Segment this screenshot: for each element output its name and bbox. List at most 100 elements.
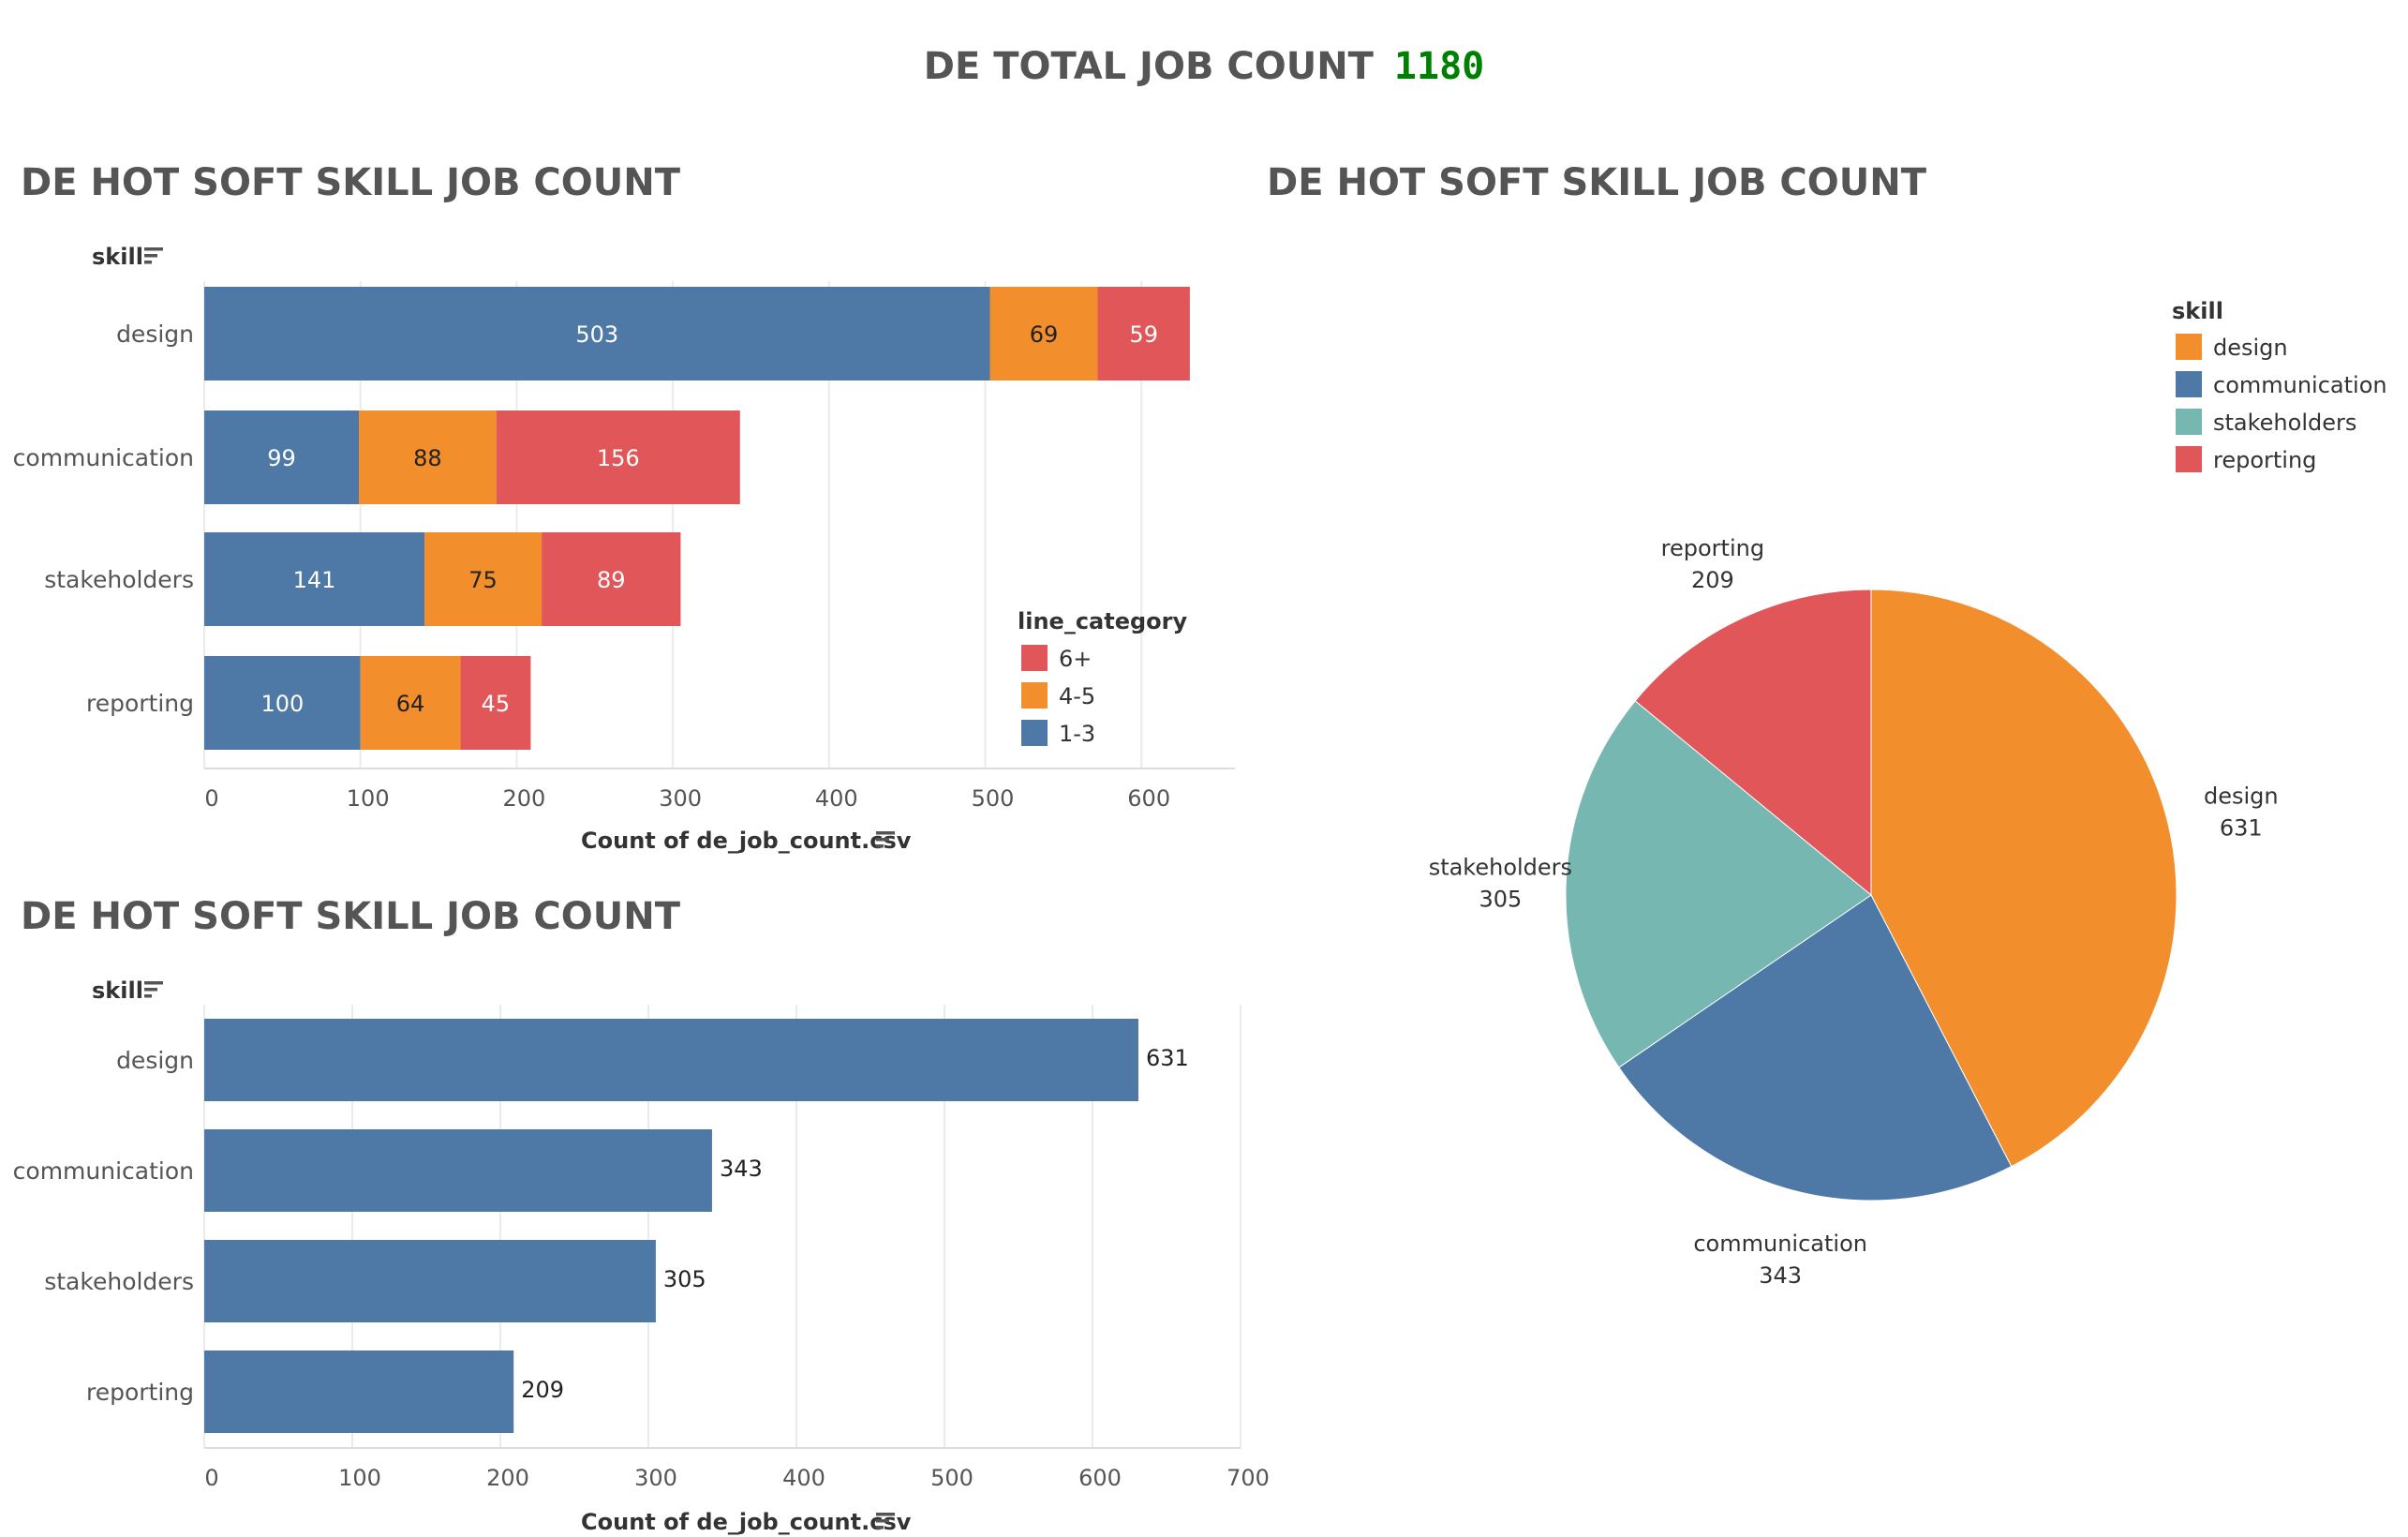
pie-slice-label: stakeholders (1429, 854, 1572, 880)
pie-legend-label: stakeholders (2213, 410, 2356, 436)
pie-slice-label: design (2204, 783, 2279, 809)
stacked-bar-segment-communication-4-5 (359, 410, 497, 504)
stacked-bar-segment-design-6- (1097, 287, 1190, 381)
stacked-bar-data-label: 503 (575, 321, 618, 348)
pie-slice-design (1870, 589, 2178, 1168)
sort-icon-bar (144, 254, 157, 258)
stacked-chart-category-label: communication (13, 444, 194, 471)
pie-legend-label: communication (2213, 372, 2387, 398)
bar-chart-sort-icon (144, 981, 163, 998)
pie-slice-stakeholders (1565, 700, 1872, 1068)
stacked-chart-sort-icon (144, 247, 163, 264)
stacked-chart-x-sort-icon (876, 831, 895, 848)
bar-chart-x-tick-label: 200 (486, 1465, 529, 1491)
bar-chart-x-tick-label: 100 (338, 1465, 381, 1491)
stacked-bar-data-label: 99 (267, 445, 296, 471)
stacked-chart-legend-swatch (1021, 720, 1048, 746)
stacked-chart-legend-label: 6+ (1059, 646, 1092, 672)
sort-icon-bar (144, 247, 163, 251)
bar-data-label: 343 (720, 1156, 763, 1182)
sort-icon-bar (144, 981, 163, 985)
bar-data-label: 631 (1146, 1045, 1189, 1071)
pie-legend-title: skill (2172, 298, 2223, 324)
sort-icon-bar (876, 838, 889, 842)
bar-data-label: 209 (521, 1377, 564, 1403)
stacked-bar-segment-stakeholders-1-3 (204, 532, 425, 626)
pie-slice-communication (1618, 894, 2013, 1201)
stacked-chart-title: DE HOT SOFT SKILL JOB COUNT (21, 161, 680, 204)
bar-chart-x-tick-label: 500 (930, 1465, 974, 1491)
bar-design (204, 1019, 1138, 1101)
bar-stakeholders (204, 1240, 656, 1322)
stacked-bar-data-label: 89 (597, 567, 626, 593)
pie-slice-label: reporting (1661, 535, 1764, 561)
stacked-chart-category-label: design (116, 321, 194, 348)
bar-chart-x-tick-label: 600 (1078, 1465, 1122, 1491)
stacked-bar-data-label: 75 (468, 567, 498, 593)
bar-chart-x-tick-label: 0 (204, 1465, 218, 1491)
stacked-bar-data-label: 59 (1129, 321, 1158, 348)
stacked-bar-segment-reporting-6- (460, 656, 531, 750)
stacked-chart-x-tick-label: 300 (659, 785, 702, 812)
pie-slice-reporting (1634, 589, 1872, 897)
stacked-bar-data-label: 156 (597, 445, 640, 471)
pie-legend-swatch (2176, 409, 2202, 435)
stacked-bar-data-label: 88 (413, 445, 442, 471)
bar-chart-x-tick-label: 400 (782, 1465, 825, 1491)
sort-icon-bar (144, 261, 152, 264)
pie-slice-value: 305 (1479, 886, 1522, 912)
bar-chart-category-label: design (116, 1047, 194, 1074)
stacked-chart-x-tick-label: 600 (1127, 785, 1170, 812)
bar-chart-category-label: communication (13, 1157, 194, 1185)
stacked-chart-x-tick-label: 200 (502, 785, 545, 812)
stacked-bar-segment-reporting-1-3 (204, 656, 361, 750)
sort-icon-bar (876, 831, 895, 835)
stacked-bar-data-label: 69 (1030, 321, 1059, 348)
sort-icon-bar (876, 1519, 889, 1523)
stacked-chart-x-tick-label: 500 (972, 785, 1015, 812)
stacked-bar-data-label: 100 (260, 691, 304, 717)
stacked-bar-segment-reporting-4-5 (360, 656, 461, 750)
stacked-chart-category-label: stakeholders (44, 566, 194, 593)
stacked-chart-x-tick-label: 0 (204, 785, 218, 812)
total-job-count-value: 1180 (1393, 45, 1485, 88)
stacked-bar-data-label: 141 (293, 567, 336, 593)
sort-icon-bar (144, 994, 152, 998)
stacked-bar-segment-communication-6- (496, 410, 740, 504)
bar-chart-x-tick-label: 300 (634, 1465, 677, 1491)
stacked-chart-legend-swatch (1021, 645, 1048, 671)
stacked-bar-data-label: 45 (482, 691, 511, 717)
bar-data-label: 305 (663, 1266, 706, 1292)
stacked-chart-legend-swatch (1021, 682, 1048, 709)
dashboard-title: DE TOTAL JOB COUNT 1180 (0, 45, 2408, 88)
stacked-chart-category-label: reporting (86, 690, 194, 717)
sort-icon-bar (144, 988, 157, 992)
bar-chart-y-axis-title: skill (92, 977, 143, 1004)
pie-chart-title: DE HOT SOFT SKILL JOB COUNT (1267, 161, 1926, 204)
simple-bar-chart-title: DE HOT SOFT SKILL JOB COUNT (21, 895, 680, 938)
stacked-bar-segment-design-1-3 (204, 287, 990, 381)
pie-slice-label: communication (1693, 1231, 1867, 1257)
bar-chart-x-axis-title: Count of de_job_count.csv (581, 1509, 912, 1535)
pie-legend-label: reporting (2213, 447, 2316, 473)
bar-reporting (204, 1350, 514, 1433)
stacked-bar-segment-design-4-5 (989, 287, 1098, 381)
dashboard-title-label: DE TOTAL JOB COUNT (923, 45, 1374, 88)
pie-legend-swatch (2176, 446, 2202, 472)
pie-slice-value: 209 (1691, 567, 1734, 593)
stacked-chart-x-tick-label: 100 (347, 785, 390, 812)
stacked-chart-legend-label: 1-3 (1059, 721, 1095, 747)
sort-icon-bar (876, 1526, 884, 1530)
pie-slice-value: 343 (1759, 1262, 1802, 1289)
stacked-chart-x-axis-title: Count of de_job_count.csv (581, 828, 912, 854)
stacked-bar-segment-stakeholders-6- (542, 532, 681, 626)
bar-chart-category-label: reporting (86, 1379, 194, 1406)
bar-communication (204, 1129, 712, 1212)
stacked-chart-x-tick-label: 400 (815, 785, 858, 812)
stacked-chart-legend-title: line_category (1018, 608, 1187, 634)
stacked-bar-segment-communication-1-3 (204, 410, 360, 504)
pie-legend-swatch (2176, 334, 2202, 360)
stacked-chart-y-axis-title: skill (92, 244, 143, 270)
bar-chart-x-tick-label: 700 (1226, 1465, 1270, 1491)
